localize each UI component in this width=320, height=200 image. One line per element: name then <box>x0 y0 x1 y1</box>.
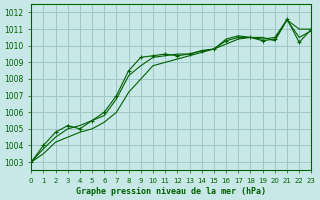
X-axis label: Graphe pression niveau de la mer (hPa): Graphe pression niveau de la mer (hPa) <box>76 187 266 196</box>
